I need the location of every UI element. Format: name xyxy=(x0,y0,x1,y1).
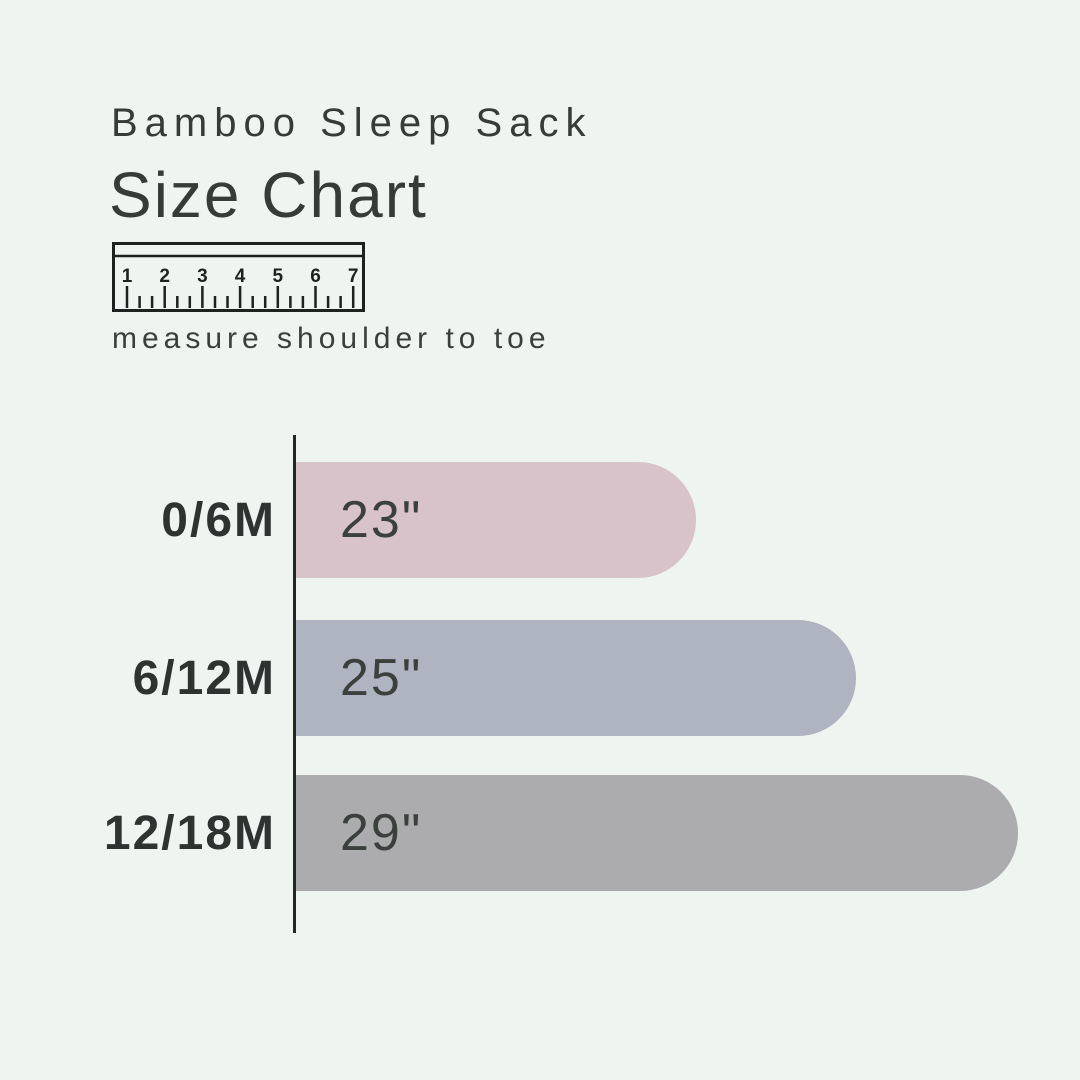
bar-0-6m: 23" xyxy=(296,462,696,578)
bar-value-label: 29" xyxy=(340,804,423,862)
ruler-number: 7 xyxy=(348,266,359,287)
bar-value-label: 23" xyxy=(340,491,423,549)
ruler-number: 1 xyxy=(122,266,133,287)
ruler-number: 5 xyxy=(273,266,284,287)
size-label-6-12m: 6/12M xyxy=(132,651,276,705)
ruler-ticks xyxy=(125,286,355,308)
size-label-0-6m: 0/6M xyxy=(161,493,276,547)
bar-value-label: 25" xyxy=(340,649,423,707)
size-label-12-18m: 12/18M xyxy=(103,806,276,860)
ruler-number: 2 xyxy=(159,266,170,287)
ruler-icon: 1 2 3 4 5 6 7 xyxy=(112,242,365,312)
ruler-number: 6 xyxy=(310,266,321,287)
ruler-number: 3 xyxy=(197,266,208,287)
ruler-number: 4 xyxy=(235,266,246,287)
bar-6-12m: 25" xyxy=(296,620,856,736)
axis-baseline xyxy=(293,435,296,933)
measure-instruction: measure shoulder to toe xyxy=(112,322,551,355)
bar-12-18m: 29" xyxy=(296,775,1018,891)
page-title: Size Chart xyxy=(109,159,428,231)
product-subtitle: Bamboo Sleep Sack xyxy=(111,101,593,145)
